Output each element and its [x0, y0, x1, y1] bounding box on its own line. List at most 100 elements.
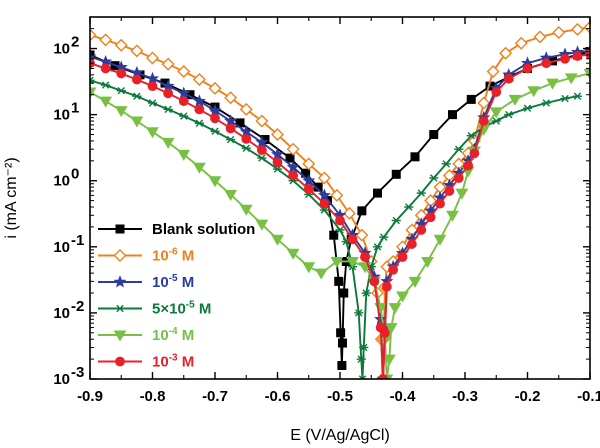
data-point — [572, 51, 583, 61]
data-point — [257, 154, 267, 162]
data-point-stroke — [542, 99, 550, 107]
data-point — [381, 281, 392, 292]
data-point — [503, 73, 514, 84]
data-point — [255, 135, 269, 148]
data-point — [469, 148, 480, 159]
data-point — [491, 117, 501, 125]
data-point — [194, 119, 204, 127]
data-point — [255, 219, 269, 231]
x-axis-title: E (V/Ag/AgCl) — [290, 427, 390, 444]
data-point-stroke — [90, 76, 94, 82]
data-point — [429, 130, 439, 140]
data-point-stroke — [467, 131, 475, 140]
y-tick-label-exponent: 2 — [71, 34, 79, 51]
data-point — [302, 173, 316, 187]
data-point — [342, 206, 356, 220]
data-point — [508, 94, 522, 106]
data-point — [313, 182, 323, 192]
data-point — [335, 215, 345, 226]
legend-entry: 5×10-5 M — [98, 300, 211, 318]
data-point — [210, 127, 220, 135]
data-point — [116, 68, 127, 79]
data-point — [391, 169, 401, 179]
axis-ticks: -0.9 -0.8 -0.7 -0.6 -0.5 -0.4 -0.3 -0.2 -0.110 -3… — [53, 16, 600, 405]
data-point — [147, 81, 158, 92]
data-point — [239, 204, 253, 216]
data-point — [378, 374, 389, 379]
data-point — [329, 230, 339, 240]
data-point-stroke — [101, 81, 110, 89]
legend-label: 10-3 M — [152, 353, 194, 371]
data-point-stroke — [523, 104, 532, 112]
data-point — [146, 51, 159, 65]
data-point-stroke — [442, 160, 450, 168]
data-point — [346, 256, 359, 268]
data-point — [99, 96, 112, 108]
data-point — [406, 239, 417, 249]
data-point — [286, 160, 300, 173]
data-point-stroke — [417, 189, 425, 197]
data-point-stroke — [116, 304, 124, 313]
y-tick-label-exponent: 0 — [71, 166, 79, 183]
data-point — [114, 38, 128, 52]
data-point — [522, 63, 533, 74]
data-point — [330, 256, 344, 268]
data-point — [303, 184, 314, 194]
data-point — [147, 99, 158, 107]
x-tick-label: -0.6 — [265, 388, 291, 405]
y-tick-label-exponent: -2 — [71, 298, 84, 315]
data-point — [453, 173, 464, 183]
data-point — [330, 188, 344, 202]
x-tick-label: -0.7 — [202, 388, 228, 405]
data-point — [347, 234, 358, 245]
data-point — [435, 198, 445, 209]
data-point-stroke — [133, 92, 141, 100]
data-point — [388, 303, 402, 315]
data-point — [359, 343, 369, 352]
data-point — [463, 160, 474, 171]
y-tick-label: 10 — [53, 371, 70, 388]
data-point-stroke — [373, 243, 382, 251]
data-point-stroke — [505, 110, 513, 119]
data-point — [319, 198, 330, 209]
x-tick-label: -0.2 — [515, 388, 541, 405]
data-point — [161, 137, 175, 149]
y-tick-label-exponent: -1 — [71, 232, 84, 249]
data-point — [541, 58, 552, 69]
data-point — [583, 68, 590, 80]
data-point-stroke — [455, 145, 463, 153]
data-point — [177, 149, 191, 161]
legend-entry: 10-4 M — [98, 326, 194, 344]
data-point — [560, 53, 570, 64]
data-point — [416, 189, 426, 197]
data-point — [271, 147, 284, 160]
data-point — [416, 225, 427, 235]
data-point-stroke — [164, 105, 172, 114]
data-point — [384, 323, 398, 335]
data-point — [397, 252, 408, 262]
data-point — [208, 81, 222, 95]
data-point — [388, 264, 399, 275]
data-point — [466, 94, 476, 104]
data-point — [116, 87, 126, 95]
y-tick-label: 10 — [53, 239, 70, 256]
data-point — [115, 356, 125, 367]
data-point — [99, 33, 113, 47]
data-point — [441, 160, 451, 168]
series-1 — [90, 20, 590, 379]
data-point — [391, 216, 401, 225]
data-point — [317, 171, 331, 185]
data-point — [208, 176, 222, 188]
data-point — [271, 128, 284, 142]
data-point — [491, 87, 502, 97]
data-point — [113, 330, 127, 342]
x-tick-label: -0.5 — [327, 388, 353, 405]
data-point-stroke — [360, 343, 368, 352]
data-point — [302, 157, 316, 171]
data-point — [241, 144, 251, 152]
data-point — [101, 81, 111, 89]
data-point — [272, 165, 283, 173]
y-tick-label: 10 — [53, 305, 70, 322]
data-point — [454, 145, 464, 153]
data-point-stroke — [573, 92, 582, 100]
